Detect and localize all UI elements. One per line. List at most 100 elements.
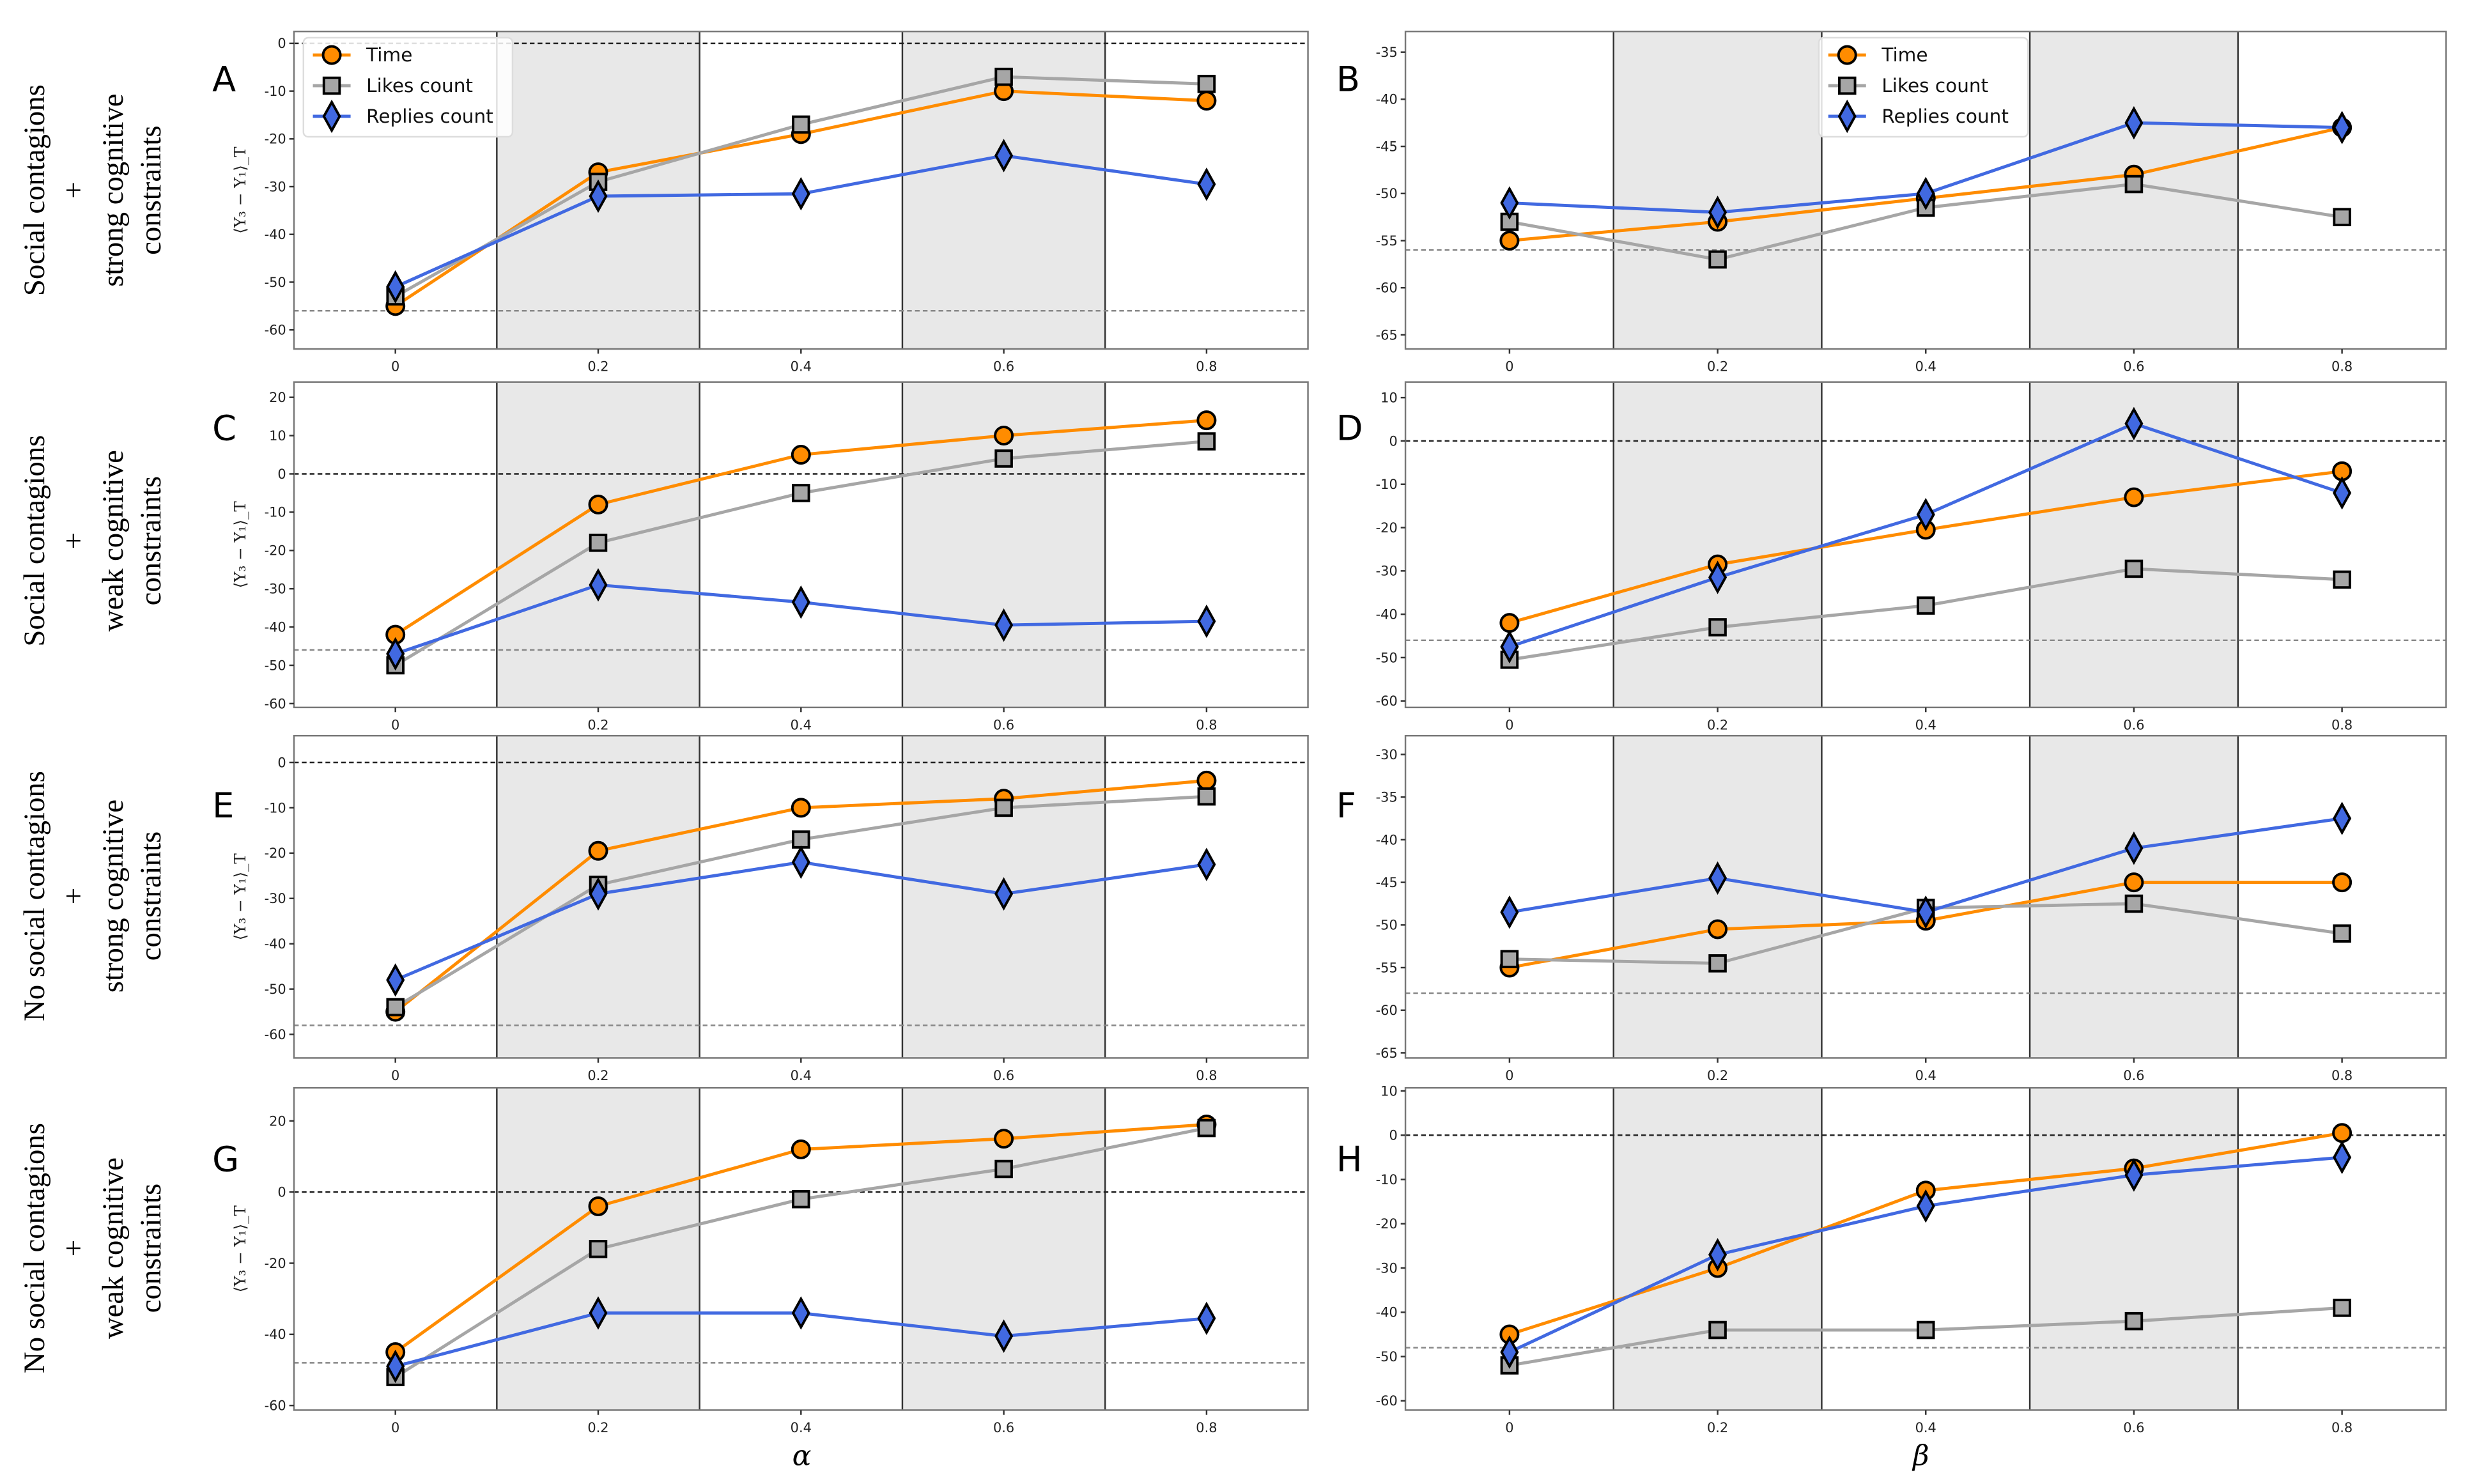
x-tick-label: 0.8 (1196, 717, 1217, 732)
circle-marker (2332, 872, 2353, 893)
square-marker (322, 76, 341, 95)
diamond-marker (386, 637, 405, 671)
row-label: No social contagions + weak cognitive const… (18, 1123, 167, 1373)
legend-label: Likes count (1882, 75, 1988, 97)
diamond-marker (1197, 604, 1216, 638)
y-tick-label: -60 (1376, 1003, 1398, 1018)
shaded-band (1613, 736, 1822, 1058)
legend-item: Likes count (313, 75, 473, 97)
square-marker (994, 67, 1013, 86)
diamond-marker (1916, 895, 1935, 929)
square-marker (2333, 1299, 2351, 1317)
diamond-marker (2124, 406, 2144, 440)
y-tick-label: -20 (265, 846, 286, 861)
plot-frame (1404, 1086, 2447, 1411)
y-axis-label: ⟨Y₃ − Y₁⟩_T (231, 1205, 249, 1293)
y-tick-label: -40 (1376, 607, 1398, 622)
x-tick-label: 0.6 (993, 1068, 1014, 1083)
y-tick-label: -50 (1376, 918, 1398, 933)
diamond-marker (589, 877, 608, 911)
x-tick-label: 0.2 (1707, 717, 1728, 732)
y-tick-label: 0 (277, 755, 286, 770)
x-tick-label: 0 (391, 359, 399, 375)
diamond-marker (386, 270, 405, 304)
y-tick-label: -55 (1376, 233, 1398, 249)
plot-frame (293, 30, 1309, 350)
x-tick-label: 0.6 (993, 1420, 1014, 1435)
row-label-line: strong cognitive (97, 800, 130, 993)
x-tick-label: 0.2 (1707, 1420, 1728, 1435)
legend: Time Likes count Replies count (302, 36, 514, 138)
shaded-band (1613, 31, 1822, 350)
y-tick-label: -45 (1376, 139, 1398, 154)
square-marker (1708, 1320, 1727, 1340)
panel-F: -30 -35 -40 -45 -50 -55 -60 -65 0 0.2 0.4 0.6 0.8 F (1336, 734, 2447, 1083)
legend-item: Replies count (1828, 99, 2009, 134)
y-tick-label: -50 (265, 982, 286, 997)
y-tick-label: -40 (265, 619, 286, 635)
y-tick-label: 0 (1389, 433, 1397, 449)
plot-frame (1404, 381, 2447, 709)
circle-marker (1837, 45, 1857, 65)
square-marker (994, 449, 1013, 468)
diamond-marker (1916, 497, 1935, 532)
diamond-marker (791, 845, 810, 879)
diamond-marker (386, 1349, 405, 1384)
diamond-marker (1500, 895, 1519, 929)
legend-label: Time (1881, 44, 1928, 66)
legend-label: Likes count (366, 75, 473, 97)
legend-label: Time (366, 44, 412, 66)
diamond-marker (2124, 106, 2144, 140)
row-label: No social contagions + strong cognitive con… (18, 771, 167, 1021)
y-tick-label: -20 (1376, 520, 1398, 536)
plot-frame (1404, 30, 2447, 350)
square-marker (1197, 432, 1216, 451)
circle-marker (1196, 410, 1217, 431)
y-tick-label: -35 (1376, 790, 1398, 805)
x-tick-label: 0.4 (791, 1068, 812, 1083)
square-marker (1837, 76, 1857, 95)
x-tick-label: 0.8 (1196, 1068, 1217, 1083)
circle-marker (588, 840, 608, 861)
circle-marker (1196, 770, 1217, 791)
row-label-line: weak cognitive (97, 450, 130, 631)
y-axis-label: ⟨Y₃ − Y₁⟩_T (231, 501, 249, 589)
square-marker (1708, 250, 1727, 269)
y-tick-label: 0 (277, 36, 286, 51)
circle-marker (588, 1196, 608, 1216)
y-tick-label: -20 (265, 1256, 286, 1271)
square-marker (1916, 596, 1935, 615)
x-tick-label: 0.6 (2123, 1068, 2144, 1083)
square-marker (792, 830, 810, 849)
x-tick-label: 0.8 (2331, 359, 2353, 375)
x-tick-label: 0.4 (791, 717, 812, 732)
y-tick-label: -10 (1376, 477, 1398, 492)
panel-letter: F (1336, 785, 1356, 826)
legend: Time Likes count Replies count (1818, 36, 2029, 138)
square-marker (994, 798, 1013, 817)
square-marker (589, 1240, 608, 1258)
diamond-marker (2333, 801, 2352, 835)
panel-letter: C (212, 408, 236, 449)
diamond-marker (1708, 196, 1727, 229)
x-tick-label: 0 (391, 1068, 399, 1083)
y-tick-label: 0 (277, 467, 286, 482)
panel-letter: A (212, 59, 236, 100)
x-tick-label: 0.6 (2123, 359, 2144, 375)
diamond-marker (589, 568, 608, 602)
y-tick-label: -50 (265, 275, 286, 290)
row-label-line: constraints (134, 831, 167, 961)
x-tick-label: 0 (391, 717, 399, 732)
x-tick-label: 0.6 (993, 717, 1014, 732)
circle-marker (1708, 919, 1728, 939)
row-label: Social contagions + strong cognitive constr… (18, 84, 167, 296)
y-tick-label: -50 (1376, 186, 1398, 201)
x-tick-label: 0.8 (1196, 359, 1217, 375)
diamond-marker (2124, 1158, 2144, 1192)
y-tick-label: -60 (1376, 693, 1398, 709)
square-marker (2124, 174, 2144, 194)
legend-item: Replies count (313, 99, 493, 134)
circle-marker (1196, 91, 1217, 111)
diamond-marker (1708, 1238, 1727, 1272)
